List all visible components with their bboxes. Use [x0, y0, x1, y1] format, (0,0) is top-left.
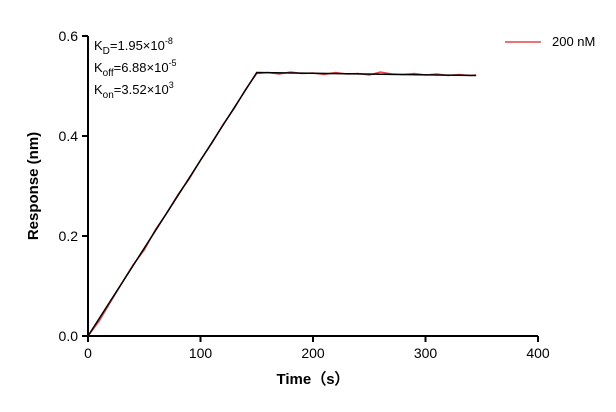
- subscript: off: [103, 68, 114, 79]
- symbol: K: [94, 38, 103, 53]
- x-tick-label: 200: [301, 345, 325, 361]
- value: =6.88×10: [114, 60, 169, 75]
- data-line: [87, 71, 477, 337]
- kinetic-annotation: Kon=3.52×103: [94, 80, 174, 101]
- symbol: K: [94, 82, 103, 97]
- y-axis-title: Response (nm): [25, 132, 42, 240]
- y-tick-label: 0.0: [59, 328, 79, 344]
- symbol: K: [94, 60, 103, 75]
- y-tick-label: 0.6: [59, 28, 79, 44]
- exponent: -8: [165, 36, 173, 46]
- subscript: D: [103, 46, 110, 57]
- x-tick-label: 100: [189, 345, 213, 361]
- kinetic-annotation: Koff=6.88×10-5: [94, 58, 177, 79]
- subscript: on: [103, 90, 114, 101]
- value: =3.52×10: [114, 82, 169, 97]
- y-tick-label: 0.4: [59, 128, 79, 144]
- x-tick-label: 400: [526, 345, 550, 361]
- value: =1.95×10: [110, 38, 165, 53]
- exponent: -5: [169, 58, 177, 68]
- exponent: 3: [169, 80, 174, 90]
- legend-label: 200 nM: [552, 34, 595, 49]
- y-tick-label: 0.2: [59, 228, 79, 244]
- x-tick-label: 300: [414, 345, 438, 361]
- x-tick-label: 0: [84, 345, 92, 361]
- fit-line: [87, 71, 477, 337]
- x-axis-title: Time（s）: [276, 370, 349, 388]
- kinetic-annotation: KD=1.95×10-8: [94, 36, 173, 57]
